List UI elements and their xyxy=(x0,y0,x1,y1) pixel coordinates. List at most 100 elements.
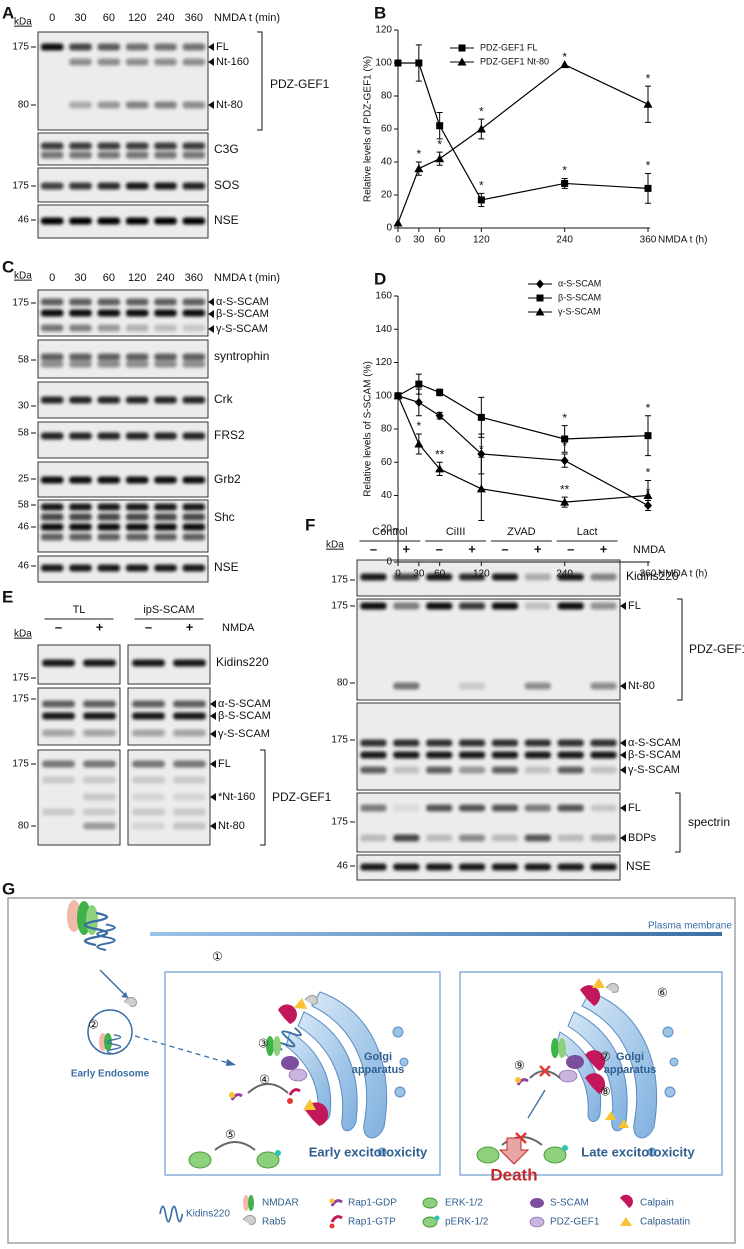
marker xyxy=(560,60,570,69)
blot-band xyxy=(590,682,617,690)
band-arrow xyxy=(208,325,214,333)
blot-band xyxy=(458,682,486,690)
blot-strip xyxy=(37,499,209,553)
y-tick-label: 160 xyxy=(375,291,392,302)
band-label: Nt-80 xyxy=(628,680,655,692)
blot-band xyxy=(125,396,149,404)
blot-band xyxy=(97,533,121,541)
legend-label: PDZ-GEF1 xyxy=(550,1217,600,1228)
mw-label: 25 xyxy=(18,474,30,485)
y-tick-label: 140 xyxy=(375,324,392,335)
late-box xyxy=(459,971,723,1176)
blot-band xyxy=(125,309,149,317)
panel-letter: F xyxy=(305,515,315,534)
blot-band xyxy=(182,564,206,572)
blot-band xyxy=(182,503,206,511)
marker xyxy=(477,449,486,459)
nmdar-icon xyxy=(266,1036,274,1056)
blot-band xyxy=(97,43,121,51)
perk-icon xyxy=(562,1145,568,1151)
band-arrow xyxy=(620,804,626,812)
blot-strip xyxy=(37,555,209,583)
x-tick-label: 30 xyxy=(413,235,425,246)
mw-label: 175 xyxy=(12,673,29,684)
calpastatin-icon xyxy=(303,1099,316,1110)
lane-label: 60 xyxy=(103,272,115,284)
early-box xyxy=(164,971,441,1176)
treatment-sign: + xyxy=(600,541,608,556)
blot-band xyxy=(524,751,551,759)
blot-strip xyxy=(37,204,209,239)
band-arrow xyxy=(210,730,216,738)
band-label: Nt-160 xyxy=(216,56,249,68)
blot-band xyxy=(154,476,177,484)
mw-label: 80 xyxy=(18,100,30,111)
blot-label: syntrophin xyxy=(214,349,269,363)
marker xyxy=(560,497,570,506)
blot-label: NSE xyxy=(626,859,651,873)
lane-label: 360 xyxy=(185,272,203,284)
blot-band xyxy=(154,58,177,66)
mw-label: 175 xyxy=(12,759,29,770)
blot-band xyxy=(154,309,177,317)
rab5-icon xyxy=(605,982,619,993)
blot-band xyxy=(557,804,584,812)
y-tick-label: 60 xyxy=(381,124,393,135)
blot-band xyxy=(393,766,420,774)
blot-band xyxy=(173,808,206,816)
dashed-arrow xyxy=(134,1035,233,1065)
blot-band xyxy=(97,353,121,361)
legend-label: α-S-SCAM xyxy=(558,278,601,288)
blot-band xyxy=(42,659,75,667)
legend-label: PDZ-GEF1 Nt-80 xyxy=(480,56,549,66)
significance: ** xyxy=(435,447,445,461)
mw-unit: kDa xyxy=(14,629,32,640)
group-label: PDZ-GEF1 xyxy=(272,790,332,804)
series-line xyxy=(397,395,649,503)
blot-band xyxy=(132,776,165,784)
blot-band xyxy=(125,58,149,66)
blot-band xyxy=(590,739,617,747)
early-label: Early excitotoxicity xyxy=(309,1144,428,1159)
blot-band xyxy=(132,793,165,801)
band-label: FL xyxy=(216,41,229,53)
blot-strip xyxy=(356,792,621,853)
band-arrow xyxy=(208,101,214,109)
blot-strip xyxy=(37,132,209,166)
significance: * xyxy=(646,401,651,415)
blot-band xyxy=(69,298,92,306)
blot-band xyxy=(557,739,584,747)
marker xyxy=(435,154,445,163)
blot-band xyxy=(97,432,121,440)
legend-label: Rab5 xyxy=(262,1217,286,1228)
plasma-membrane xyxy=(150,932,722,936)
blot-band xyxy=(491,573,519,581)
blot-band xyxy=(524,573,551,581)
blot-band xyxy=(590,863,617,871)
mw-label: 175 xyxy=(331,817,348,828)
blot-band xyxy=(132,729,165,737)
rap1-gtp-icon xyxy=(287,1098,293,1104)
marker xyxy=(415,380,423,388)
blot-band xyxy=(132,808,165,816)
blot-band xyxy=(173,793,206,801)
blot-band xyxy=(40,523,64,531)
mw-label: 175 xyxy=(12,694,29,705)
blot-band xyxy=(154,523,177,531)
legend-marker xyxy=(458,44,466,52)
mw-label: 175 xyxy=(12,181,29,192)
blot-band xyxy=(154,503,177,511)
blot-band xyxy=(40,564,64,572)
marker xyxy=(415,59,423,67)
blot-band xyxy=(360,602,387,610)
blot-strip xyxy=(37,339,209,379)
blot-band xyxy=(42,729,75,737)
lane-label: 0 xyxy=(49,12,55,24)
blot-band xyxy=(182,324,206,332)
rab5-icon xyxy=(123,996,137,1007)
marker xyxy=(393,391,403,400)
treatment-sign: + xyxy=(96,619,104,634)
band-label: β-S-SCAM xyxy=(216,308,269,320)
blot-band xyxy=(154,101,177,109)
lane-label: 30 xyxy=(74,272,86,284)
